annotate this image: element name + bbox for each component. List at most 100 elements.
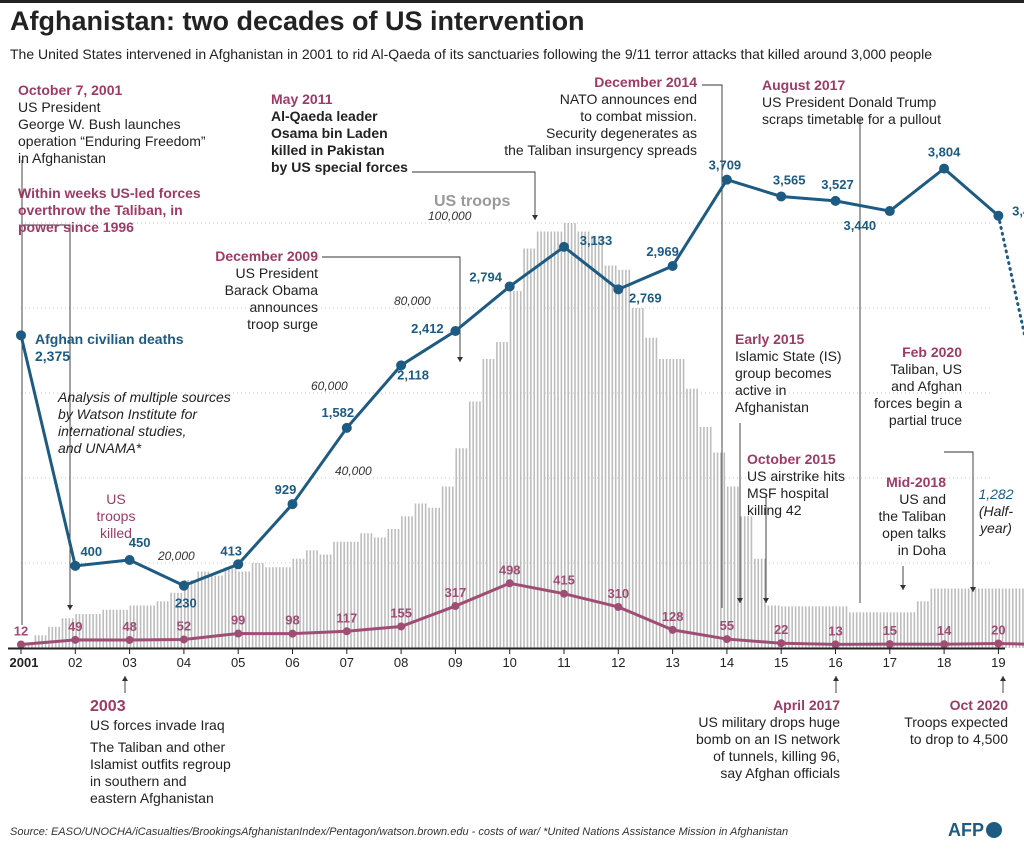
troop-bar: [204, 571, 206, 648]
troop-bar: [516, 291, 519, 648]
troops-killed-point: [505, 579, 514, 588]
troop-bar: [1008, 588, 1011, 648]
troop-bar: [560, 231, 563, 648]
troops-killed-value-label: 13: [828, 623, 842, 638]
troop-bar: [1005, 588, 1007, 648]
troop-bar: [543, 231, 546, 648]
troop-bar: [401, 516, 403, 648]
troops-killed-value-label: 498: [499, 562, 521, 577]
civilian-deaths-point: [287, 499, 298, 510]
top-rule: [0, 0, 1024, 3]
troop-bar: [194, 580, 196, 648]
troops-killed-point: [451, 602, 460, 611]
troop-bar: [540, 231, 542, 648]
troop-bar: [645, 337, 648, 648]
troop-bar: [75, 614, 77, 648]
troop-bar: [961, 588, 963, 648]
troop-bar: [988, 588, 990, 648]
troop-bar: [312, 550, 315, 648]
troop-bar: [377, 537, 379, 648]
troop-bar: [954, 588, 956, 648]
civilian-deaths-value-label: 450: [129, 535, 151, 550]
troop-bar: [350, 541, 352, 648]
troop-bar: [533, 248, 536, 648]
troop-bar: [832, 606, 834, 648]
troop-bar: [139, 605, 142, 648]
x-tick-label: 08: [394, 655, 408, 670]
civilian-deaths-value-label: 1,582: [322, 405, 355, 420]
troop-bar: [794, 606, 797, 648]
troop-bar: [265, 567, 267, 648]
troop-bar: [978, 588, 980, 648]
troop-bar: [686, 388, 688, 648]
troop-bar: [475, 401, 478, 648]
troop-tick-label: 80,000: [394, 294, 431, 308]
x-tick-label: 07: [340, 655, 354, 670]
troop-bar: [974, 588, 977, 648]
troop-bar: [231, 567, 234, 648]
troops-killed-value-label: 52: [177, 618, 191, 633]
annotation-oct-2020: Oct 2020 Troops expected to drop to 4,50…: [904, 697, 1008, 747]
troop-bar: [492, 359, 495, 648]
troop-bar: [363, 533, 366, 648]
civilian-deaths-value-label: 2,794: [469, 269, 502, 284]
troop-bar: [384, 537, 386, 648]
troop-bar: [149, 605, 152, 648]
troop-bar: [509, 291, 512, 648]
x-tick-label: 06: [285, 655, 299, 670]
civilian-deaths-point: [993, 210, 1004, 221]
troop-bar: [244, 571, 247, 648]
troop-bar: [771, 605, 773, 648]
troop-bar: [991, 588, 994, 648]
civilian-deaths-value-label: 230: [175, 596, 197, 611]
troop-bar: [485, 359, 488, 648]
troop-bar: [740, 516, 743, 648]
troops-killed-value-label: 99: [231, 613, 245, 628]
troop-bar: [896, 612, 899, 648]
troop-bar: [71, 618, 74, 648]
annotation-dec-2014: December 2014 NATO announces end to comb…: [504, 74, 697, 158]
troop-bar: [394, 529, 396, 648]
troop-bar: [519, 291, 522, 648]
troop-bar: [625, 269, 627, 648]
annotation-within-weeks: Within weeks US-led forces overthrow the…: [18, 185, 201, 235]
troop-bar: [458, 448, 461, 648]
troop-bar: [61, 618, 64, 648]
troop-bar: [723, 452, 726, 648]
troop-bar: [445, 486, 447, 648]
troops-killed-value-label: 48: [122, 619, 136, 634]
troop-bar: [828, 606, 831, 648]
troops-killed-point: [179, 635, 188, 644]
troop-bar: [217, 575, 220, 648]
civilian-deaths-value-label: 413: [220, 543, 242, 558]
troop-bar: [24, 643, 26, 648]
leader-feb-2020: [944, 451, 974, 592]
troop-bar: [825, 606, 827, 648]
x-tick-label: 05: [231, 655, 245, 670]
troop-bar: [584, 231, 586, 648]
leader-arrowhead: [737, 598, 743, 603]
annotation-mid-2018: Mid-2018 US and the Taliban open talks i…: [878, 474, 946, 558]
troop-bar: [981, 588, 984, 648]
troop-bar: [370, 533, 373, 648]
troop-bar: [275, 567, 278, 648]
leader-arrowhead: [67, 605, 73, 610]
troop-bar: [356, 541, 359, 648]
troop-bar: [913, 612, 916, 648]
troop-bar: [65, 618, 67, 648]
troop-bar: [1011, 588, 1014, 648]
troop-bar: [682, 359, 685, 648]
troop-tick-label: 60,000: [311, 379, 348, 393]
troops-killed-value-label: 98: [285, 613, 299, 628]
troop-bar: [88, 614, 91, 648]
troop-bar: [340, 541, 342, 648]
troop-bar: [51, 626, 54, 648]
troop-bar: [618, 269, 620, 648]
troop-bar: [933, 588, 936, 648]
x-tick-label: 11: [557, 655, 571, 670]
troop-bar: [750, 516, 753, 648]
troop-bar: [692, 388, 695, 648]
troop-bar: [889, 612, 892, 648]
troop-bar: [930, 588, 933, 648]
troop-bar: [679, 359, 681, 648]
